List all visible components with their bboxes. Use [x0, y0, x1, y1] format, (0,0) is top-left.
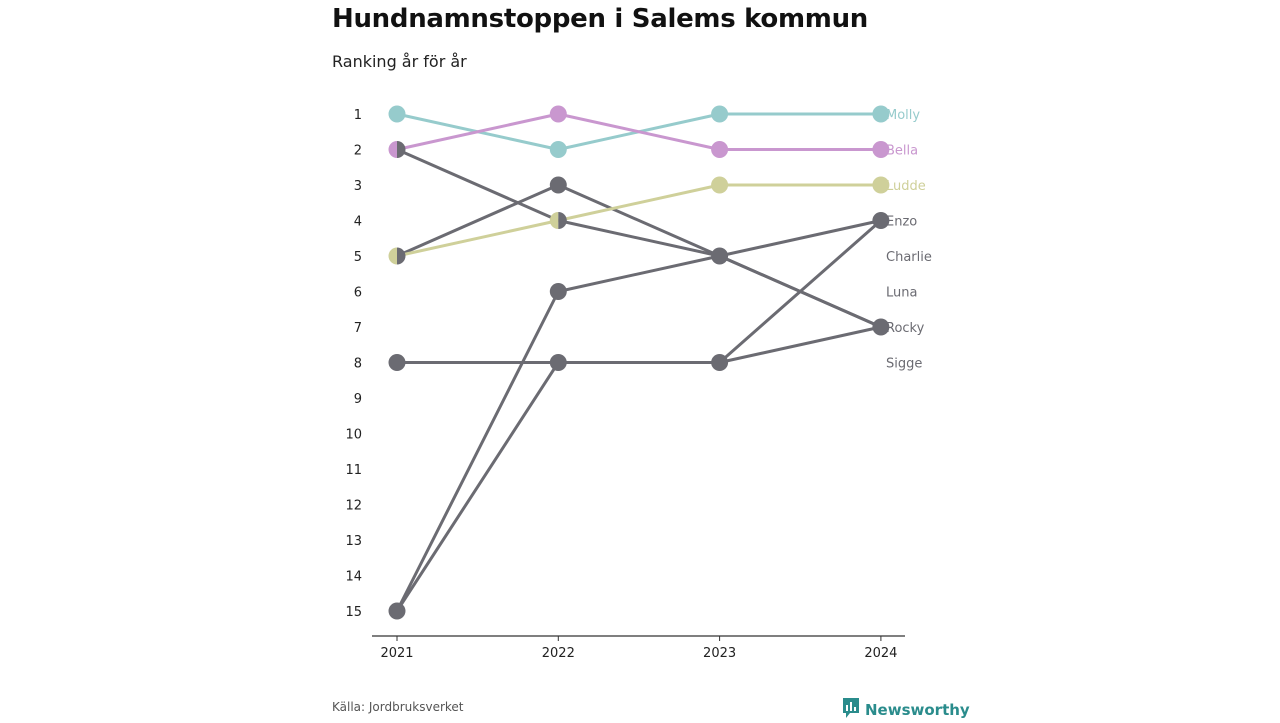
brand-name: Newsworthy — [865, 701, 970, 719]
x-tick-label: 2021 — [380, 646, 413, 661]
legend-label-molly: Molly — [886, 108, 920, 123]
legend-label-charlie: Charlie — [886, 250, 932, 265]
y-tick-label: 14 — [345, 570, 362, 585]
point-sigge — [711, 354, 729, 371]
legend-label-sigge: Sigge — [886, 357, 922, 372]
point-half-ludde — [549, 212, 559, 229]
point-rocky — [388, 602, 406, 620]
point-half-bella — [388, 141, 397, 158]
point-molly — [388, 105, 406, 123]
y-tick-label: 2 — [354, 144, 362, 159]
y-tick-label: 15 — [345, 605, 362, 620]
y-tick-label: 1 — [354, 108, 362, 123]
point-bella — [549, 105, 567, 123]
point-sigge — [549, 354, 567, 371]
point-bella — [872, 141, 890, 158]
y-tick-label: 7 — [354, 321, 362, 336]
series-line-luna — [396, 183, 882, 258]
x-tick-label: 2023 — [703, 646, 736, 661]
series-line-bella — [396, 112, 881, 151]
legend-label-bella: Bella — [886, 144, 918, 159]
point-molly — [549, 141, 567, 158]
point-molly — [711, 105, 729, 123]
point-luna — [872, 212, 890, 229]
point-ludde — [711, 176, 729, 194]
legend-label-ludde: Ludde — [886, 179, 926, 194]
point-ludde — [872, 176, 890, 194]
source-note: Källa: Jordbruksverket — [332, 700, 464, 714]
y-tick-label: 3 — [354, 179, 362, 194]
chart-title: Hundnamnstoppen i Salems kommun — [332, 4, 868, 34]
point-rocky — [549, 283, 567, 300]
point-luna — [549, 176, 567, 194]
x-tick-label: 2024 — [864, 646, 897, 661]
y-tick-label: 12 — [345, 499, 362, 514]
series-line-sigge — [397, 325, 882, 364]
y-tick-label: 6 — [354, 286, 362, 301]
point-rocky — [711, 247, 729, 265]
y-tick-label: 11 — [345, 463, 362, 478]
newsworthy-logo-icon — [842, 697, 860, 723]
point-sigge — [872, 318, 890, 336]
chart-subtitle: Ranking år för år — [332, 52, 467, 71]
point-half-charlie — [558, 212, 567, 229]
legend-label-enzo: Enzo — [886, 215, 917, 230]
y-tick-label: 10 — [345, 428, 362, 443]
point-half-luna — [397, 247, 406, 265]
point-molly — [872, 105, 890, 123]
series-line-rocky — [395, 254, 882, 612]
y-tick-label: 8 — [354, 357, 362, 372]
series-line-enzo — [395, 219, 882, 612]
points-layer — [388, 105, 890, 620]
legend-label-rocky: Rocky — [886, 321, 925, 336]
lines-layer — [395, 112, 882, 612]
y-tick-label: 9 — [354, 392, 362, 407]
legend-label-luna: Luna — [886, 286, 917, 301]
y-tick-label: 5 — [354, 250, 362, 265]
series-line-charlie — [396, 148, 882, 329]
y-tick-label: 13 — [345, 534, 362, 549]
series-line-ludde — [396, 183, 881, 258]
point-half-ludde — [388, 247, 397, 265]
brand[interactable]: Newsworthy — [842, 697, 970, 723]
point-bella — [711, 141, 729, 158]
point-half-charlie — [397, 141, 406, 158]
y-tick-label: 4 — [354, 215, 362, 230]
labels-layer: Molly Bella Ludde Enzo Charlie Luna Rocky Sigge — [886, 108, 932, 372]
x-tick-label: 2022 — [542, 646, 575, 661]
point-sigge — [388, 354, 406, 371]
